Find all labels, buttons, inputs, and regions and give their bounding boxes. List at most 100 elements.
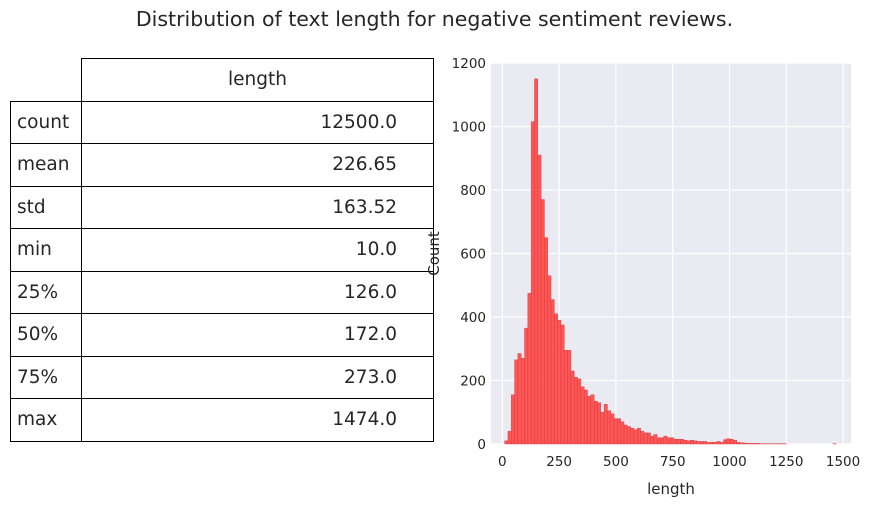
row-value: 273.0 [81,355,434,399]
summary-stats-table: length count 12500.0 mean 226.65 std 163… [10,58,434,442]
histogram-bar [680,439,684,445]
histogram-bar [640,431,645,445]
histogram-bar [670,437,674,445]
x-tick-label: 250 [546,454,572,470]
row-label: max [10,398,82,442]
histogram-bar [739,442,744,445]
histogram-bar [577,378,582,445]
histogram-bar [584,389,588,445]
histogram-bar [544,237,548,445]
y-tick-label: 200 [460,374,486,390]
histogram-bar [570,370,575,445]
histogram-bar [607,410,611,445]
histogram-bar [633,429,638,445]
histogram-bar [620,421,625,445]
histogram-bar [567,350,572,445]
x-tick-label: 1250 [769,454,803,470]
histogram-bar [537,154,542,445]
row-value: 172.0 [81,313,434,357]
histogram-bar [590,394,595,445]
row-label: 75% [10,355,82,399]
histogram-bar [527,292,532,445]
histogram-bar [511,394,515,445]
histogram-bar [521,358,525,445]
histogram-bar [706,442,711,445]
x-tick-label: 750 [660,454,686,470]
figure-title: Distribution of text length for negative… [135,7,734,31]
histogram-bar [593,400,598,445]
histogram-bar [600,412,605,445]
table-column-header: length [81,58,434,102]
y-tick-label: 1200 [452,56,486,72]
histogram-bar [534,78,538,445]
y-axis-label: Count [425,231,443,276]
histogram-bar [630,427,635,445]
y-tick-label: 0 [477,437,486,453]
histogram-bar [564,350,568,445]
histogram-bar [504,440,509,445]
table-row: min 10.0 [10,228,434,272]
histogram-bar [683,439,688,445]
histogram-bar [753,443,757,445]
histogram-bar [530,121,535,445]
histogram-bar [723,439,728,445]
histogram-bar [756,443,761,445]
histogram-bar [597,402,601,445]
table-row: count 12500.0 [10,100,434,144]
histogram-bar [673,439,678,445]
histogram-bar [524,327,529,445]
x-tick-label: 0 [498,454,507,470]
histogram-bar [540,199,545,445]
histogram-bar [517,353,522,445]
histogram-bar [700,441,704,445]
histogram-bar [603,404,608,445]
histogram-bar [610,413,615,445]
histogram-bar [729,439,734,445]
histogram-bar [663,435,668,445]
row-value: 126.0 [81,270,434,314]
histogram-bar [587,396,592,445]
histogram-bar [690,439,694,445]
x-tick-label: 1500 [826,454,860,470]
histogram-bar [580,386,585,445]
row-label: 25% [10,270,82,314]
histogram-bar [676,439,681,445]
histogram-bar [660,437,664,445]
table-row: 75% 273.0 [10,355,434,399]
histogram-bar [557,319,562,445]
x-tick-label: 1000 [712,454,746,470]
histogram-bar [547,275,552,445]
table-row: mean 226.65 [10,143,434,187]
x-axis-label: length [647,480,695,498]
histogram-bar [736,442,741,445]
histogram-bar [550,299,555,445]
row-value: 1474.0 [81,398,434,442]
tick-labels: 0 250 500 750 1000 1250 1500 0 200 400 600 800 1000 1… [452,56,861,470]
row-value: 163.52 [81,185,434,229]
row-label: count [10,100,82,144]
histogram-bar [514,359,519,445]
histogram-bar [716,441,721,445]
y-tick-label: 400 [460,310,486,326]
histogram-bar [643,432,648,445]
histogram-bar [627,426,631,445]
row-value: 226.65 [81,143,434,187]
y-tick-label: 1000 [452,120,486,136]
histogram-bar [560,324,565,445]
histogram-bar [749,443,754,445]
histogram-bar [617,418,621,445]
histogram-bar [653,434,658,445]
histogram-bar [650,435,655,445]
histogram-bar [613,418,618,445]
table-row: 50% 172.0 [10,313,434,357]
histogram-bar [623,424,628,445]
row-value: 10.0 [81,228,434,272]
histogram-bar [726,438,731,445]
histogram-bar [656,437,661,445]
histogram-bar [666,437,671,445]
histogram-bar [554,313,558,445]
y-tick-label: 800 [460,183,486,199]
histogram-bar [719,442,724,445]
table-row: std 163.52 [10,185,434,229]
